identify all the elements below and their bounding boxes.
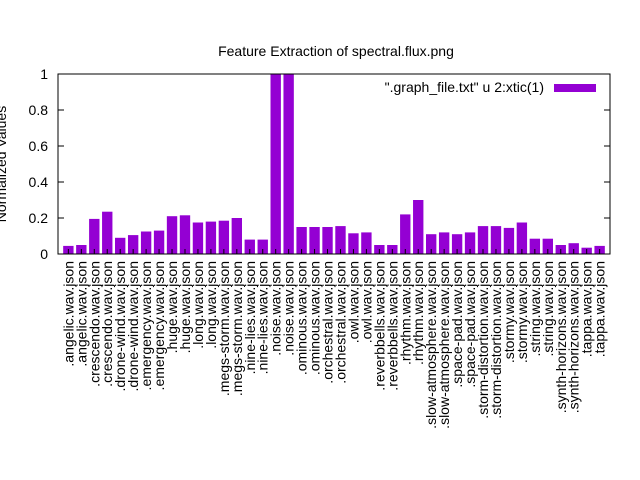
bar xyxy=(335,226,346,254)
bar xyxy=(231,218,242,254)
x-tick-label: .synth-horizons.wav.json xyxy=(553,261,569,413)
bar xyxy=(348,233,359,254)
x-tick-label: .crescendo.wav.json xyxy=(86,261,102,387)
legend-swatch xyxy=(554,84,596,92)
x-tick-label: .drone-wind.wav.json xyxy=(125,261,141,391)
x-tick-label: .stormy.wav.json xyxy=(514,261,530,363)
bar xyxy=(568,243,579,254)
x-tick-label: .reverbbells.wav.json xyxy=(384,261,400,391)
x-tick-label: .orchestral.wav.json xyxy=(320,261,336,384)
bar xyxy=(115,237,126,254)
bar xyxy=(529,238,541,254)
x-tick-label: .ominous.wav.json xyxy=(294,261,310,375)
x-tick-label: .owl.wav.json xyxy=(358,261,374,343)
x-tick-label: .megs-storm.wav.json xyxy=(216,261,232,396)
x-axis: .angelic.wav.json.angelic.wav.json.cresc… xyxy=(60,249,608,429)
y-tick-label: 0.4 xyxy=(29,174,49,190)
bar xyxy=(438,232,450,254)
y-tick-label: 0.8 xyxy=(29,102,49,118)
x-tick-label: .long.wav.json xyxy=(203,261,219,349)
x-tick-label: .nine-lies.wav.json xyxy=(255,261,271,374)
bar xyxy=(400,214,411,254)
x-tick-label: .huge.wav.json xyxy=(164,261,180,353)
bar xyxy=(361,232,372,254)
bar xyxy=(270,74,281,254)
bar xyxy=(257,239,268,254)
x-tick-label: .ominous.wav.json xyxy=(307,261,323,375)
bar xyxy=(503,227,515,254)
bar xyxy=(426,234,437,254)
legend-label: ".graph_file.txt" u 2:xtic(1) xyxy=(385,79,544,95)
bar xyxy=(102,211,113,254)
x-tick-label: .huge.wav.json xyxy=(177,261,193,353)
bar xyxy=(283,74,294,254)
x-tick-label: .emergency.wav.json xyxy=(151,261,167,390)
bar xyxy=(309,227,320,254)
chart-title: Feature Extraction of spectral.flux.png xyxy=(218,43,454,59)
y-tick-label: 0.2 xyxy=(29,210,49,226)
x-tick-label: .nine-lies.wav.json xyxy=(242,261,258,374)
bar-series xyxy=(63,74,605,254)
bar xyxy=(153,230,165,254)
y-axis: 0 0.2 0.4 0.6 0.8 1 xyxy=(29,66,610,262)
y-tick-label: 1 xyxy=(40,66,48,82)
plot-frame xyxy=(57,73,611,255)
x-tick-label: .synth-horizons.wav.json xyxy=(566,261,582,413)
x-tick-label: .megs-storm.wav.json xyxy=(229,261,245,396)
x-tick-label: .rhythm.wav.json xyxy=(397,261,413,365)
y-tick-label: 0.6 xyxy=(29,138,49,154)
x-tick-label: .rhythm.wav.json xyxy=(410,261,426,365)
x-tick-label: .orchestral.wav.json xyxy=(332,261,348,384)
x-tick-label: .tappa.wav.json xyxy=(579,261,595,357)
x-tick-label: .angelic.wav.json xyxy=(60,261,76,367)
x-tick-label: .tappa.wav.json xyxy=(592,261,608,357)
x-tick-label: .noise.wav.json xyxy=(281,261,297,356)
bar xyxy=(464,232,476,254)
bar xyxy=(192,222,204,254)
x-tick-label: .stormy.wav.json xyxy=(501,261,517,363)
bar xyxy=(140,231,152,254)
x-tick-label: .crescendo.wav.json xyxy=(99,261,115,387)
x-tick-label: .reverbbells.wav.json xyxy=(371,261,387,391)
bar xyxy=(542,238,553,254)
x-tick-label: .owl.wav.json xyxy=(345,261,361,343)
y-axis-label: Normalized Values xyxy=(0,106,9,222)
bar xyxy=(127,235,139,254)
bar xyxy=(413,200,424,254)
x-tick-label: .space-pad.wav.json xyxy=(449,261,465,388)
bar xyxy=(205,221,217,254)
legend: ".graph_file.txt" u 2:xtic(1) xyxy=(385,79,596,95)
bar xyxy=(296,227,307,254)
x-tick-label: .angelic.wav.json xyxy=(73,261,89,367)
bar xyxy=(516,222,528,254)
y-tick-label: 0 xyxy=(40,246,48,262)
x-tick-label: .emergency.wav.json xyxy=(138,261,154,390)
bar xyxy=(477,226,489,254)
bar xyxy=(490,226,502,254)
x-tick-label: .string.wav.json xyxy=(540,261,556,356)
x-tick-label: .long.wav.json xyxy=(190,261,206,349)
x-tick-label: .drone-wind.wav.json xyxy=(112,261,128,391)
bar xyxy=(322,227,333,254)
bar xyxy=(166,216,178,254)
x-tick-label: .string.wav.json xyxy=(527,261,543,356)
x-tick-label: .slow-atmosphere.wav.json xyxy=(423,261,439,429)
x-tick-label: .slow-atmosphere.wav.json xyxy=(436,261,452,429)
bar xyxy=(179,215,191,254)
x-tick-label: .space-pad.wav.json xyxy=(462,261,478,388)
x-tick-label: .noise.wav.json xyxy=(268,261,284,356)
bar xyxy=(218,220,230,254)
bar xyxy=(89,218,100,254)
bar xyxy=(451,234,463,254)
x-tick-label: .storm-distortion.wav.json xyxy=(488,261,504,419)
x-tick-label: .storm-distortion.wav.json xyxy=(475,261,491,419)
bar xyxy=(244,239,255,254)
